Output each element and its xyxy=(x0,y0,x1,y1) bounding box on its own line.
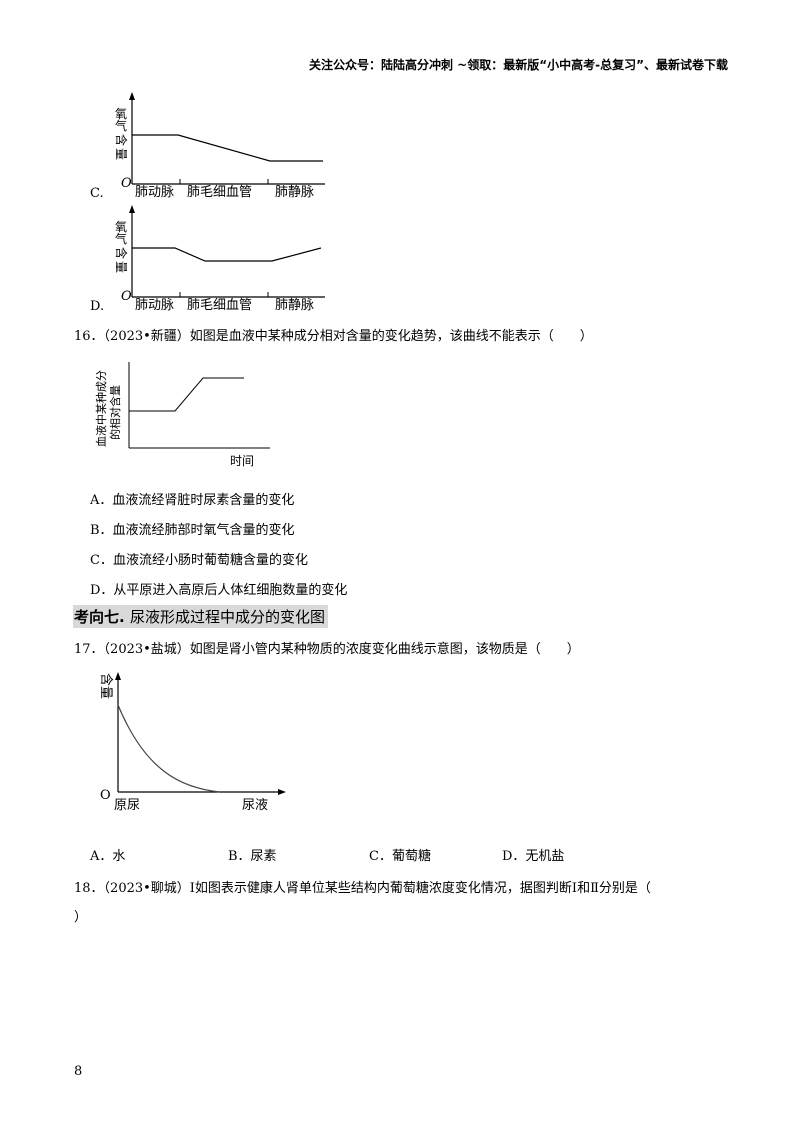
question-18-stem-line2: ） xyxy=(74,910,88,925)
question-16-graph: 血液中某种成分 的相对含量 时间 xyxy=(94,362,270,468)
section-title: 尿液形成过程中成分的变化图 xyxy=(129,608,325,626)
x-label: 肺静脉 xyxy=(275,185,314,200)
question-17-option-b[interactable]: B．尿素 xyxy=(228,849,277,864)
x-label: 肺动脉 xyxy=(135,185,174,200)
x-start-label: 原尿 xyxy=(114,798,140,813)
x-axis-label: 时间 xyxy=(230,454,254,468)
y-label-char: 量 xyxy=(114,261,128,273)
question-17-option-d[interactable]: D．无机盐 xyxy=(502,849,565,864)
y-label-char: 气 xyxy=(115,231,127,246)
y-label-char: 含 xyxy=(114,247,129,259)
y-label-char: 量 xyxy=(98,686,113,699)
y-label-char: 氧 xyxy=(115,107,127,121)
question-17-option-a[interactable]: A．水 xyxy=(90,849,126,864)
origin-label: O xyxy=(121,289,132,304)
option-label: D. xyxy=(90,299,104,314)
question-16-option-a[interactable]: A．血液流经肾脏时尿素含量的变化 xyxy=(90,493,295,508)
x-end-label: 尿液 xyxy=(242,798,268,813)
question-17-graph: 含 量 O 原尿 尿液 xyxy=(98,672,286,813)
graph-d: 氧 气 含 量 O D. 肺动脉 肺毛细血管 肺静脉 xyxy=(90,205,325,314)
graph-c: 氧 气 含 量 O C. 肺动脉 肺毛细血管 肺静脉 xyxy=(90,92,325,201)
section-heading: 考向七. 尿液形成过程中成分的变化图 xyxy=(73,605,328,628)
question-16-option-d[interactable]: D．从平原进入高原后人体红细胞数量的变化 xyxy=(90,583,348,598)
origin-label: O xyxy=(100,788,111,803)
origin-label: O xyxy=(121,176,132,191)
y-label-char: 量 xyxy=(114,148,128,160)
x-label: 肺动脉 xyxy=(135,298,174,313)
page-header: 关注公众号：陆陆高分冲刺 ~领取：最新版“小中高考-总复习”、最新试卷下载 xyxy=(309,58,728,72)
question-17-stem: 17．（2023•盐城）如图是肾小管内某种物质的浓度变化曲线示意图，该物质是（ … xyxy=(74,642,580,657)
question-16-stem: 16．（2023•新疆）如图是血液中某种成分相对含量的变化趋势，该曲线不能表示（… xyxy=(74,329,593,344)
section-prefix: 考向七. xyxy=(74,608,125,626)
page-number: 8 xyxy=(74,1064,83,1079)
y-axis-label-line1: 血液中某种成分 xyxy=(94,370,108,447)
x-label: 肺毛细血管 xyxy=(187,298,252,313)
y-label-char: 含 xyxy=(114,134,129,146)
question-17-option-c[interactable]: C．葡萄糖 xyxy=(369,849,431,864)
question-18-stem-line1: 18．（2023•聊城）Ⅰ如图表示健康人肾单位某些结构内葡萄糖浓度变化情况，据图… xyxy=(74,881,651,896)
y-label-char: 氧 xyxy=(115,220,127,234)
y-axis-label-line2: 的相对含量 xyxy=(108,385,122,440)
question-16-option-b[interactable]: B．血液流经肺部时氧气含量的变化 xyxy=(90,523,295,538)
question-16-option-c[interactable]: C．血液流经小肠时葡萄糖含量的变化 xyxy=(90,553,308,568)
x-label: 肺静脉 xyxy=(275,298,314,313)
x-label: 肺毛细血管 xyxy=(187,185,252,200)
y-label-char: 气 xyxy=(115,118,127,133)
y-label-char: 含 xyxy=(98,673,114,686)
option-label: C. xyxy=(90,186,104,201)
